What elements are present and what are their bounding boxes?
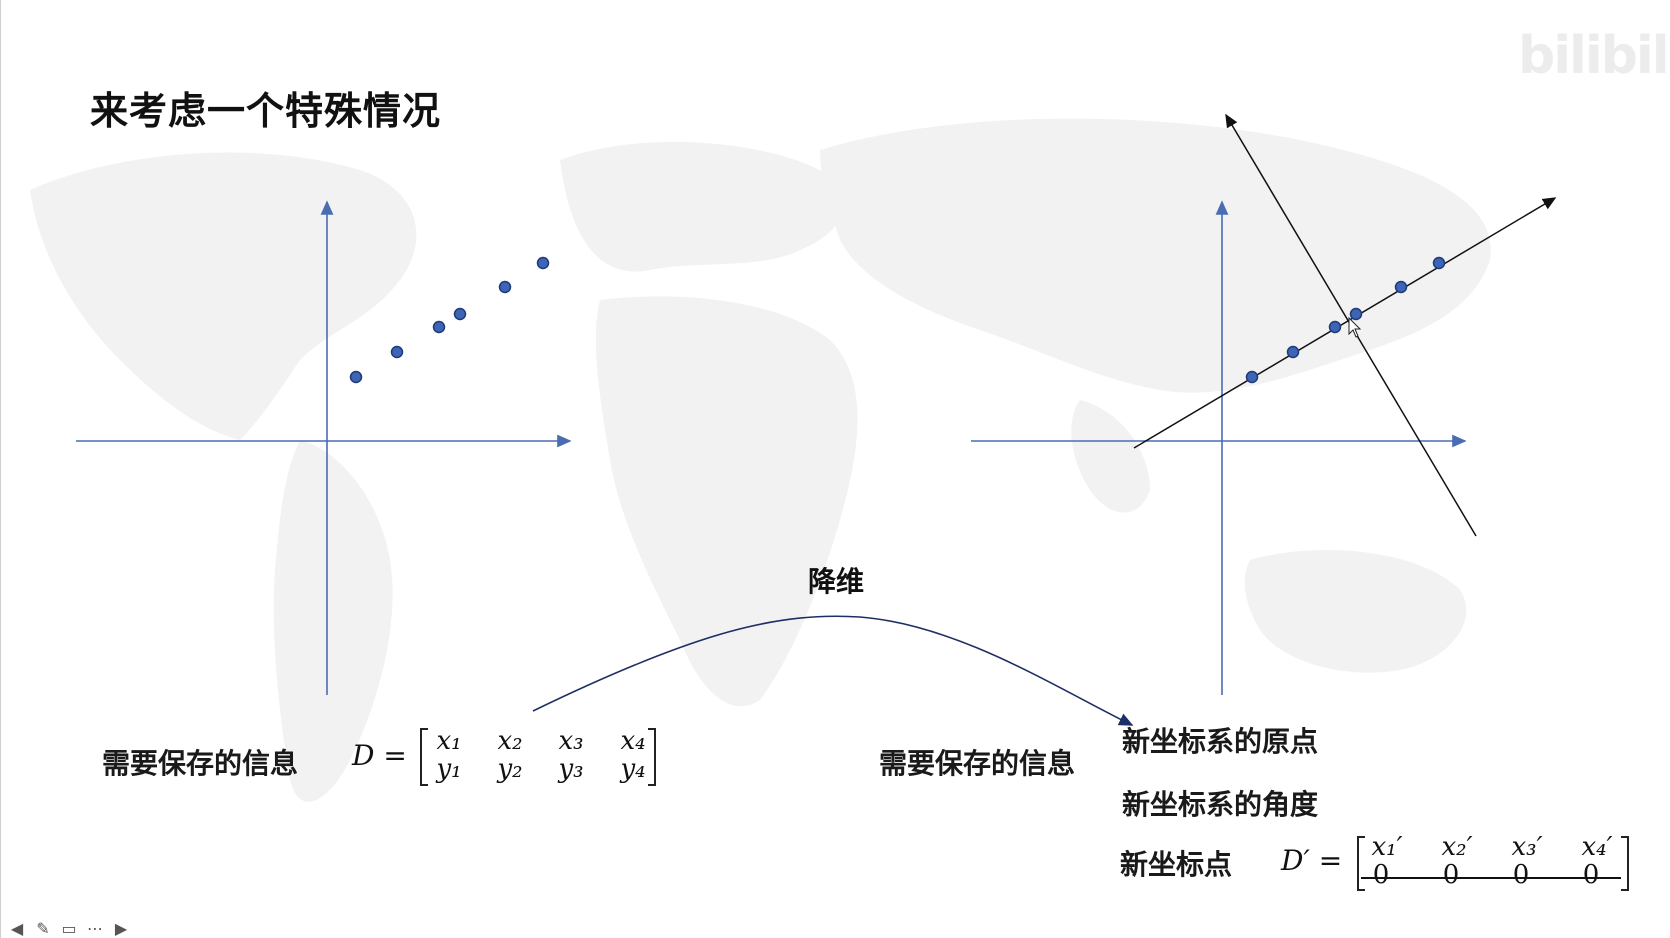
matrix-d-cell: x₄ <box>620 726 646 756</box>
left-data-point <box>390 345 404 359</box>
matrix-d-cell: y₁ <box>436 754 462 784</box>
more-icon[interactable]: ⋯ <box>87 918 103 938</box>
matrix-d-prime: x₁′ x₂′ x₃′ x₄′ 0 0 0 0 <box>1357 832 1629 891</box>
left-data-point <box>349 370 363 384</box>
new-angle-label: 新坐标系的角度 <box>1122 788 1319 821</box>
pen-icon[interactable]: ✎ <box>36 918 50 938</box>
matrix-d-cell: x₃ <box>558 726 584 756</box>
screen-icon[interactable]: ▭ <box>61 918 77 938</box>
right-data-point <box>1349 307 1363 321</box>
right-info-label: 需要保存的信息 <box>879 747 1076 780</box>
right-data-point <box>1394 280 1408 294</box>
left-info-label: 需要保存的信息 <box>102 747 299 780</box>
arrow-right-icon[interactable]: ▶ <box>114 918 128 938</box>
matrix-d-prime-cell: 0 <box>1372 860 1390 890</box>
left-data-point <box>453 307 467 321</box>
new-points-label: 新坐标点 <box>1120 848 1233 881</box>
zero-row-strike-line <box>1361 877 1621 879</box>
new-origin-label: 新坐标系的原点 <box>1122 725 1319 758</box>
matrix-d-prime-cell: 0 <box>1512 860 1530 890</box>
matrix-d-cell: x₂ <box>497 726 523 756</box>
right-point-group <box>1245 256 1446 384</box>
matrix-d-prime-cell: 0 <box>1582 860 1600 890</box>
dimension-reduction-arrow <box>532 615 1134 726</box>
matrix-d-cell: y₄ <box>620 754 646 784</box>
frame-edge <box>0 0 1 938</box>
matrix-d-prime-cell: x₄′ <box>1581 832 1613 862</box>
matrix-d-cell: y₂ <box>497 754 523 784</box>
right-data-point <box>1286 345 1300 359</box>
matrix-d-prime-cell: x₂′ <box>1441 832 1473 862</box>
bilibili-watermark-logo: bilibili <box>1518 26 1670 86</box>
left-data-point <box>498 280 512 294</box>
matrix-d: x₁ x₂ x₃ x₄ y₁ y₂ y₃ y₄ <box>420 726 656 786</box>
left-point-group <box>349 256 550 384</box>
right-data-point <box>1328 320 1342 334</box>
matrix-d-prime-lhs: D′ = <box>1281 844 1343 877</box>
matrix-d-cell: y₃ <box>558 754 584 784</box>
left-data-point <box>536 256 550 270</box>
matrix-d-lhs: D = <box>352 739 407 772</box>
matrix-d-prime-cell: x₃′ <box>1511 832 1543 862</box>
matrix-d-cell: x₁ <box>436 726 462 756</box>
matrix-d-prime-cell: x₁′ <box>1371 832 1403 862</box>
right-data-point <box>1432 256 1446 270</box>
dimension-reduction-label: 降维 <box>808 565 865 598</box>
right-data-point <box>1245 370 1259 384</box>
new-principal-axis <box>1133 197 1557 449</box>
slide-title: 来考虑一个特殊情况 <box>90 89 442 133</box>
mouse-cursor-icon <box>1348 316 1362 338</box>
left-data-point <box>432 320 446 334</box>
slideshow-toolbar: ◀ ✎ ▭ ⋯ ▶ <box>6 917 132 938</box>
arrow-left-icon[interactable]: ◀ <box>10 918 24 938</box>
matrix-d-prime-cell: 0 <box>1442 860 1460 890</box>
